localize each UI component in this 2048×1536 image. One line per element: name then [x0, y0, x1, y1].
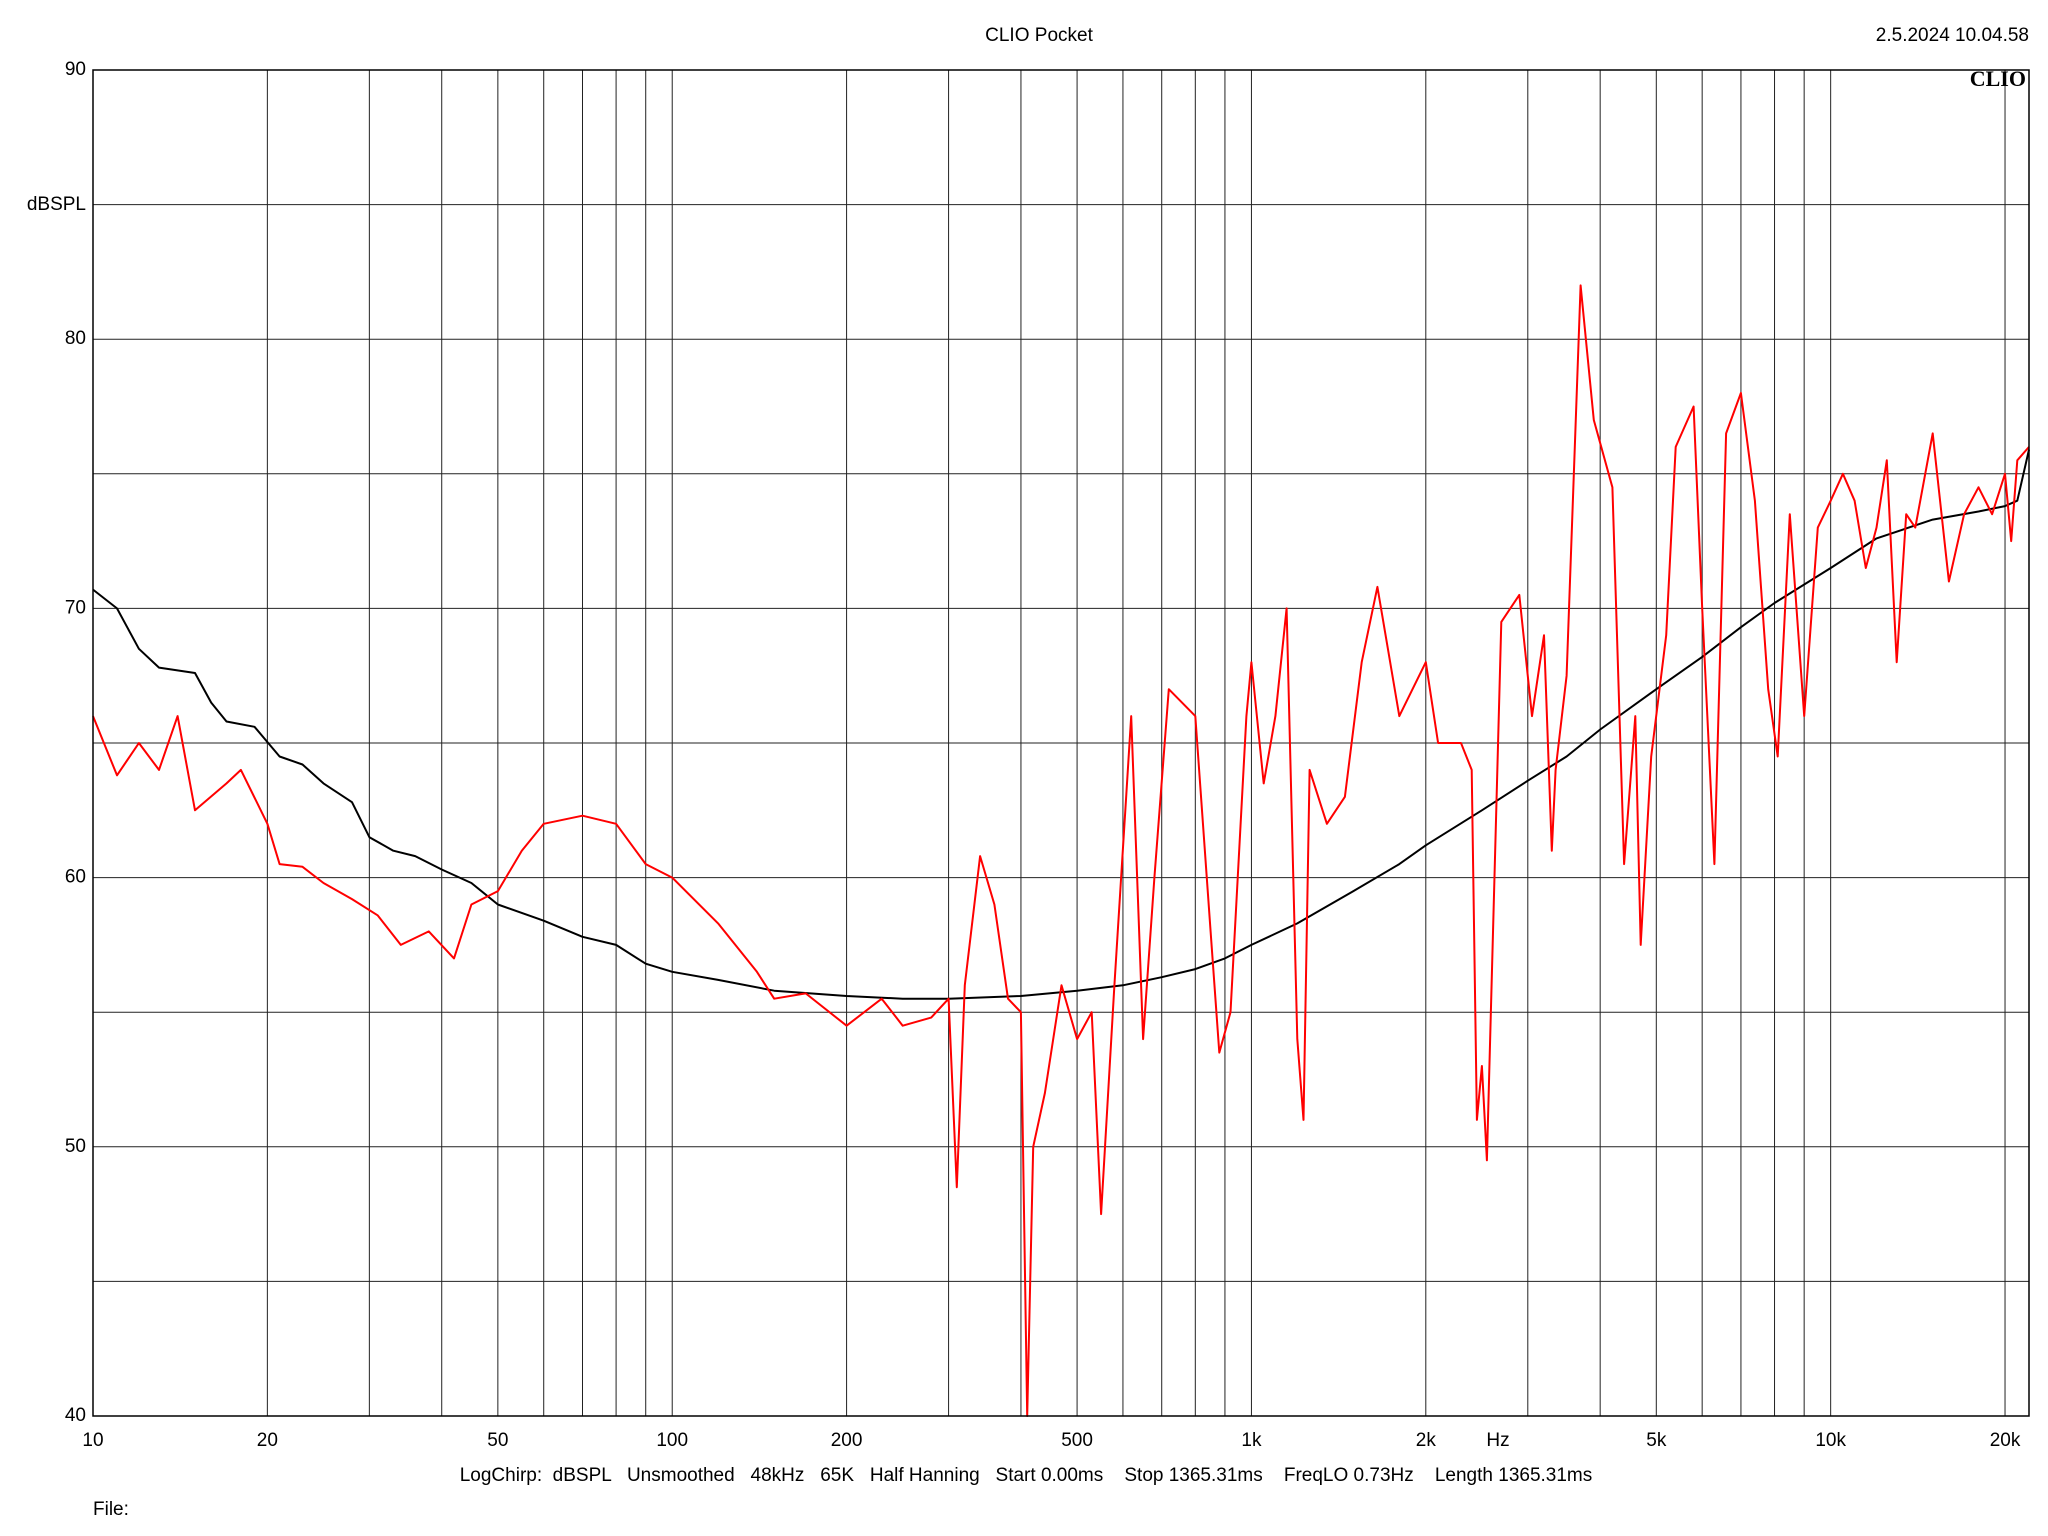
x-tick-label: 5k [1646, 1430, 1667, 1451]
timestamp: 2.5.2024 10.04.58 [1876, 25, 2029, 46]
series-line [92, 449, 2030, 1000]
x-tick-label: 1k [1241, 1430, 1262, 1451]
x-tick-label: 500 [1061, 1430, 1093, 1451]
chart-title: CLIO Pocket [985, 25, 1093, 46]
y-tick-label: 40 [65, 1405, 86, 1426]
x-tick-label: 2k [1416, 1430, 1437, 1451]
logo: CLIO [1970, 66, 2026, 91]
settings: LogChirp: dBSPL Unsmoothed 48kHz 65K Hal… [460, 1465, 1593, 1486]
x-tick-label: 20k [1990, 1430, 2021, 1451]
y-tick-label: 50 [65, 1136, 86, 1157]
x-axis-label: Hz [1486, 1430, 1509, 1451]
x-tick-label: 50 [487, 1430, 508, 1451]
plot-frame [92, 69, 2030, 1417]
file-label: File: [93, 1499, 129, 1520]
x-tick-label: 10 [82, 1430, 103, 1451]
y-axis-label: dBSPL [27, 194, 86, 215]
y-tick-label: 70 [65, 597, 86, 618]
y-tick-label: 80 [65, 328, 86, 349]
y-tick-label: 60 [65, 867, 86, 888]
series-line [92, 284, 2030, 1417]
x-tick-label: 20 [257, 1430, 278, 1451]
x-tick-label: 10k [1815, 1430, 1846, 1451]
x-tick-label: 100 [656, 1430, 688, 1451]
y-tick-label: 90 [65, 59, 86, 80]
x-tick-label: 200 [831, 1430, 863, 1451]
